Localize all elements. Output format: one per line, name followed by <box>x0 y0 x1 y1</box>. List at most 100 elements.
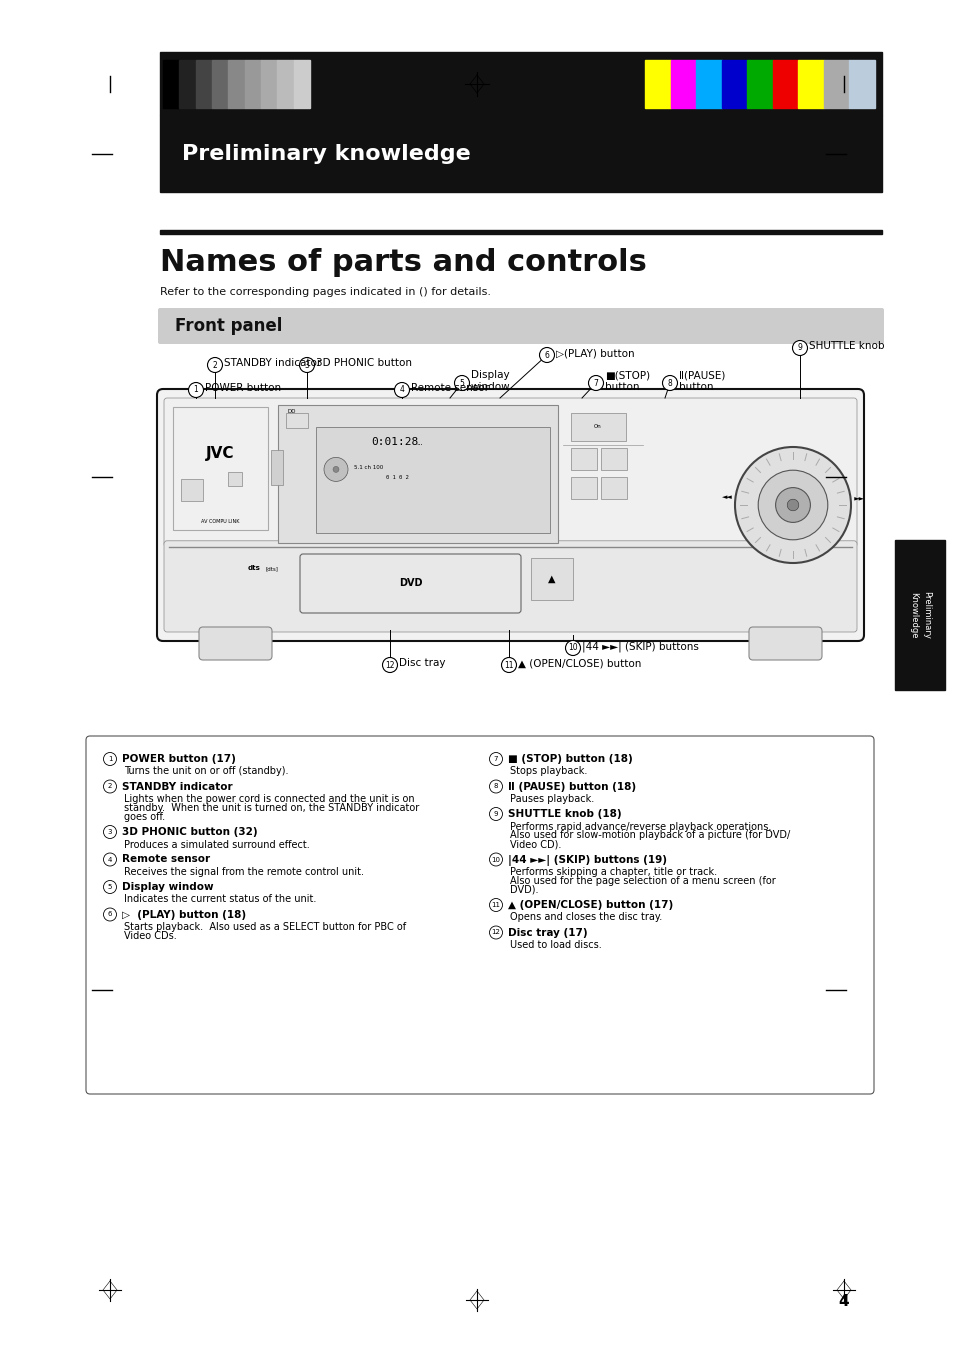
Circle shape <box>539 347 554 362</box>
Text: 5: 5 <box>108 884 112 890</box>
Text: ...: ... <box>416 439 422 446</box>
Circle shape <box>775 488 809 522</box>
FancyBboxPatch shape <box>164 541 856 631</box>
Bar <box>600 477 626 499</box>
Text: ■(STOP)
button: ■(STOP) button <box>604 370 649 392</box>
Text: Receives the signal from the remote control unit.: Receives the signal from the remote cont… <box>124 867 364 877</box>
Text: 7: 7 <box>494 756 497 763</box>
Text: 2: 2 <box>108 784 112 790</box>
Text: 3D PHONIC button: 3D PHONIC button <box>315 358 412 368</box>
Text: ◄◄: ◄◄ <box>720 493 732 500</box>
Text: ▲ (OPEN/CLOSE) button: ▲ (OPEN/CLOSE) button <box>517 658 640 668</box>
Bar <box>172 407 268 530</box>
Circle shape <box>189 383 203 397</box>
Bar <box>315 427 550 533</box>
Circle shape <box>333 466 338 472</box>
Text: Turns the unit on or off (standby).: Turns the unit on or off (standby). <box>124 767 288 776</box>
Text: Indicates the current status of the unit.: Indicates the current status of the unit… <box>124 895 316 904</box>
Text: Lights when the power cord is connected and the unit is on: Lights when the power cord is connected … <box>124 794 415 804</box>
Circle shape <box>103 826 116 838</box>
Text: Pauses playback.: Pauses playback. <box>510 794 594 804</box>
Text: SHUTTLE knob: SHUTTLE knob <box>808 341 883 352</box>
Text: 6: 6 <box>544 350 549 360</box>
Bar <box>746 59 772 108</box>
Text: Used to load discs.: Used to load discs. <box>510 940 601 950</box>
Bar <box>823 59 848 108</box>
Circle shape <box>489 807 502 821</box>
FancyBboxPatch shape <box>299 554 520 612</box>
FancyBboxPatch shape <box>86 735 873 1094</box>
Text: 0 1 0 2: 0 1 0 2 <box>386 475 408 480</box>
FancyBboxPatch shape <box>158 308 883 343</box>
Text: Also used for slow-motion playback of a picture (for DVD/: Also used for slow-motion playback of a … <box>510 830 789 841</box>
Bar <box>228 59 244 108</box>
Text: Ⅱ(PAUSE)
button: Ⅱ(PAUSE) button <box>679 370 724 392</box>
Bar <box>848 59 874 108</box>
Text: POWER button (17): POWER button (17) <box>122 754 235 764</box>
Text: DVD).: DVD). <box>510 886 537 895</box>
Text: 1: 1 <box>193 385 198 395</box>
Bar <box>277 406 558 544</box>
Bar <box>286 412 308 429</box>
Bar <box>772 59 798 108</box>
Circle shape <box>324 457 348 481</box>
Bar <box>195 59 212 108</box>
Bar <box>696 59 720 108</box>
Bar <box>720 59 746 108</box>
Bar <box>261 59 277 108</box>
Text: 8: 8 <box>494 784 497 790</box>
Text: Video CD).: Video CD). <box>510 840 560 849</box>
Text: DVD: DVD <box>398 579 422 588</box>
Text: 7: 7 <box>593 379 598 388</box>
Circle shape <box>489 899 502 911</box>
Circle shape <box>792 341 806 356</box>
Text: ◄◄: ◄◄ <box>853 493 863 500</box>
Circle shape <box>758 470 827 539</box>
Text: Display window: Display window <box>122 882 213 892</box>
Text: 10: 10 <box>491 857 500 863</box>
Circle shape <box>382 657 397 672</box>
Bar <box>571 477 597 499</box>
Text: STANDBY indicator: STANDBY indicator <box>122 781 233 791</box>
Bar <box>600 448 626 470</box>
Bar <box>160 51 882 115</box>
Bar <box>277 59 294 108</box>
Text: Names of parts and controls: Names of parts and controls <box>160 247 646 277</box>
Bar <box>179 59 195 108</box>
Text: Video CDs.: Video CDs. <box>124 932 176 941</box>
Text: dts: dts <box>248 565 260 571</box>
Circle shape <box>489 926 502 940</box>
Circle shape <box>734 448 850 562</box>
Text: AV COMPU LINK: AV COMPU LINK <box>201 519 239 525</box>
Text: 8: 8 <box>667 379 672 388</box>
Circle shape <box>661 376 677 391</box>
Text: Performs skipping a chapter, title or track.: Performs skipping a chapter, title or tr… <box>510 867 717 877</box>
Text: Display
window: Display window <box>471 370 510 392</box>
Circle shape <box>103 880 116 894</box>
Text: Also used for the page selection of a menu screen (for: Also used for the page selection of a me… <box>510 876 775 886</box>
Circle shape <box>489 753 502 765</box>
Bar <box>163 59 179 108</box>
Text: ▷  (PLAY) button (18): ▷ (PLAY) button (18) <box>122 910 246 919</box>
Text: POWER button: POWER button <box>205 383 281 393</box>
Text: Produces a simulated surround effect.: Produces a simulated surround effect. <box>124 840 310 849</box>
Text: Refer to the corresponding pages indicated in () for details.: Refer to the corresponding pages indicat… <box>160 287 491 297</box>
Text: 3: 3 <box>108 829 112 836</box>
Circle shape <box>299 357 314 373</box>
Text: Opens and closes the disc tray.: Opens and closes the disc tray. <box>510 913 661 922</box>
Bar <box>571 448 597 470</box>
Text: |44 ►►| (SKIP) buttons: |44 ►►| (SKIP) buttons <box>581 641 699 652</box>
Text: [dts]: [dts] <box>266 566 278 571</box>
Circle shape <box>786 499 798 511</box>
Circle shape <box>208 357 222 373</box>
Text: 5.1 ch 100: 5.1 ch 100 <box>354 465 383 470</box>
Text: ▲: ▲ <box>548 575 556 584</box>
Bar <box>798 59 823 108</box>
Bar <box>294 59 310 108</box>
Text: JVC: JVC <box>206 446 234 461</box>
Text: 3D PHONIC button (32): 3D PHONIC button (32) <box>122 827 257 837</box>
Text: SHUTTLE knob (18): SHUTTLE knob (18) <box>507 808 621 819</box>
Text: Stops playback.: Stops playback. <box>510 767 587 776</box>
Circle shape <box>103 753 116 765</box>
Circle shape <box>454 376 469 391</box>
